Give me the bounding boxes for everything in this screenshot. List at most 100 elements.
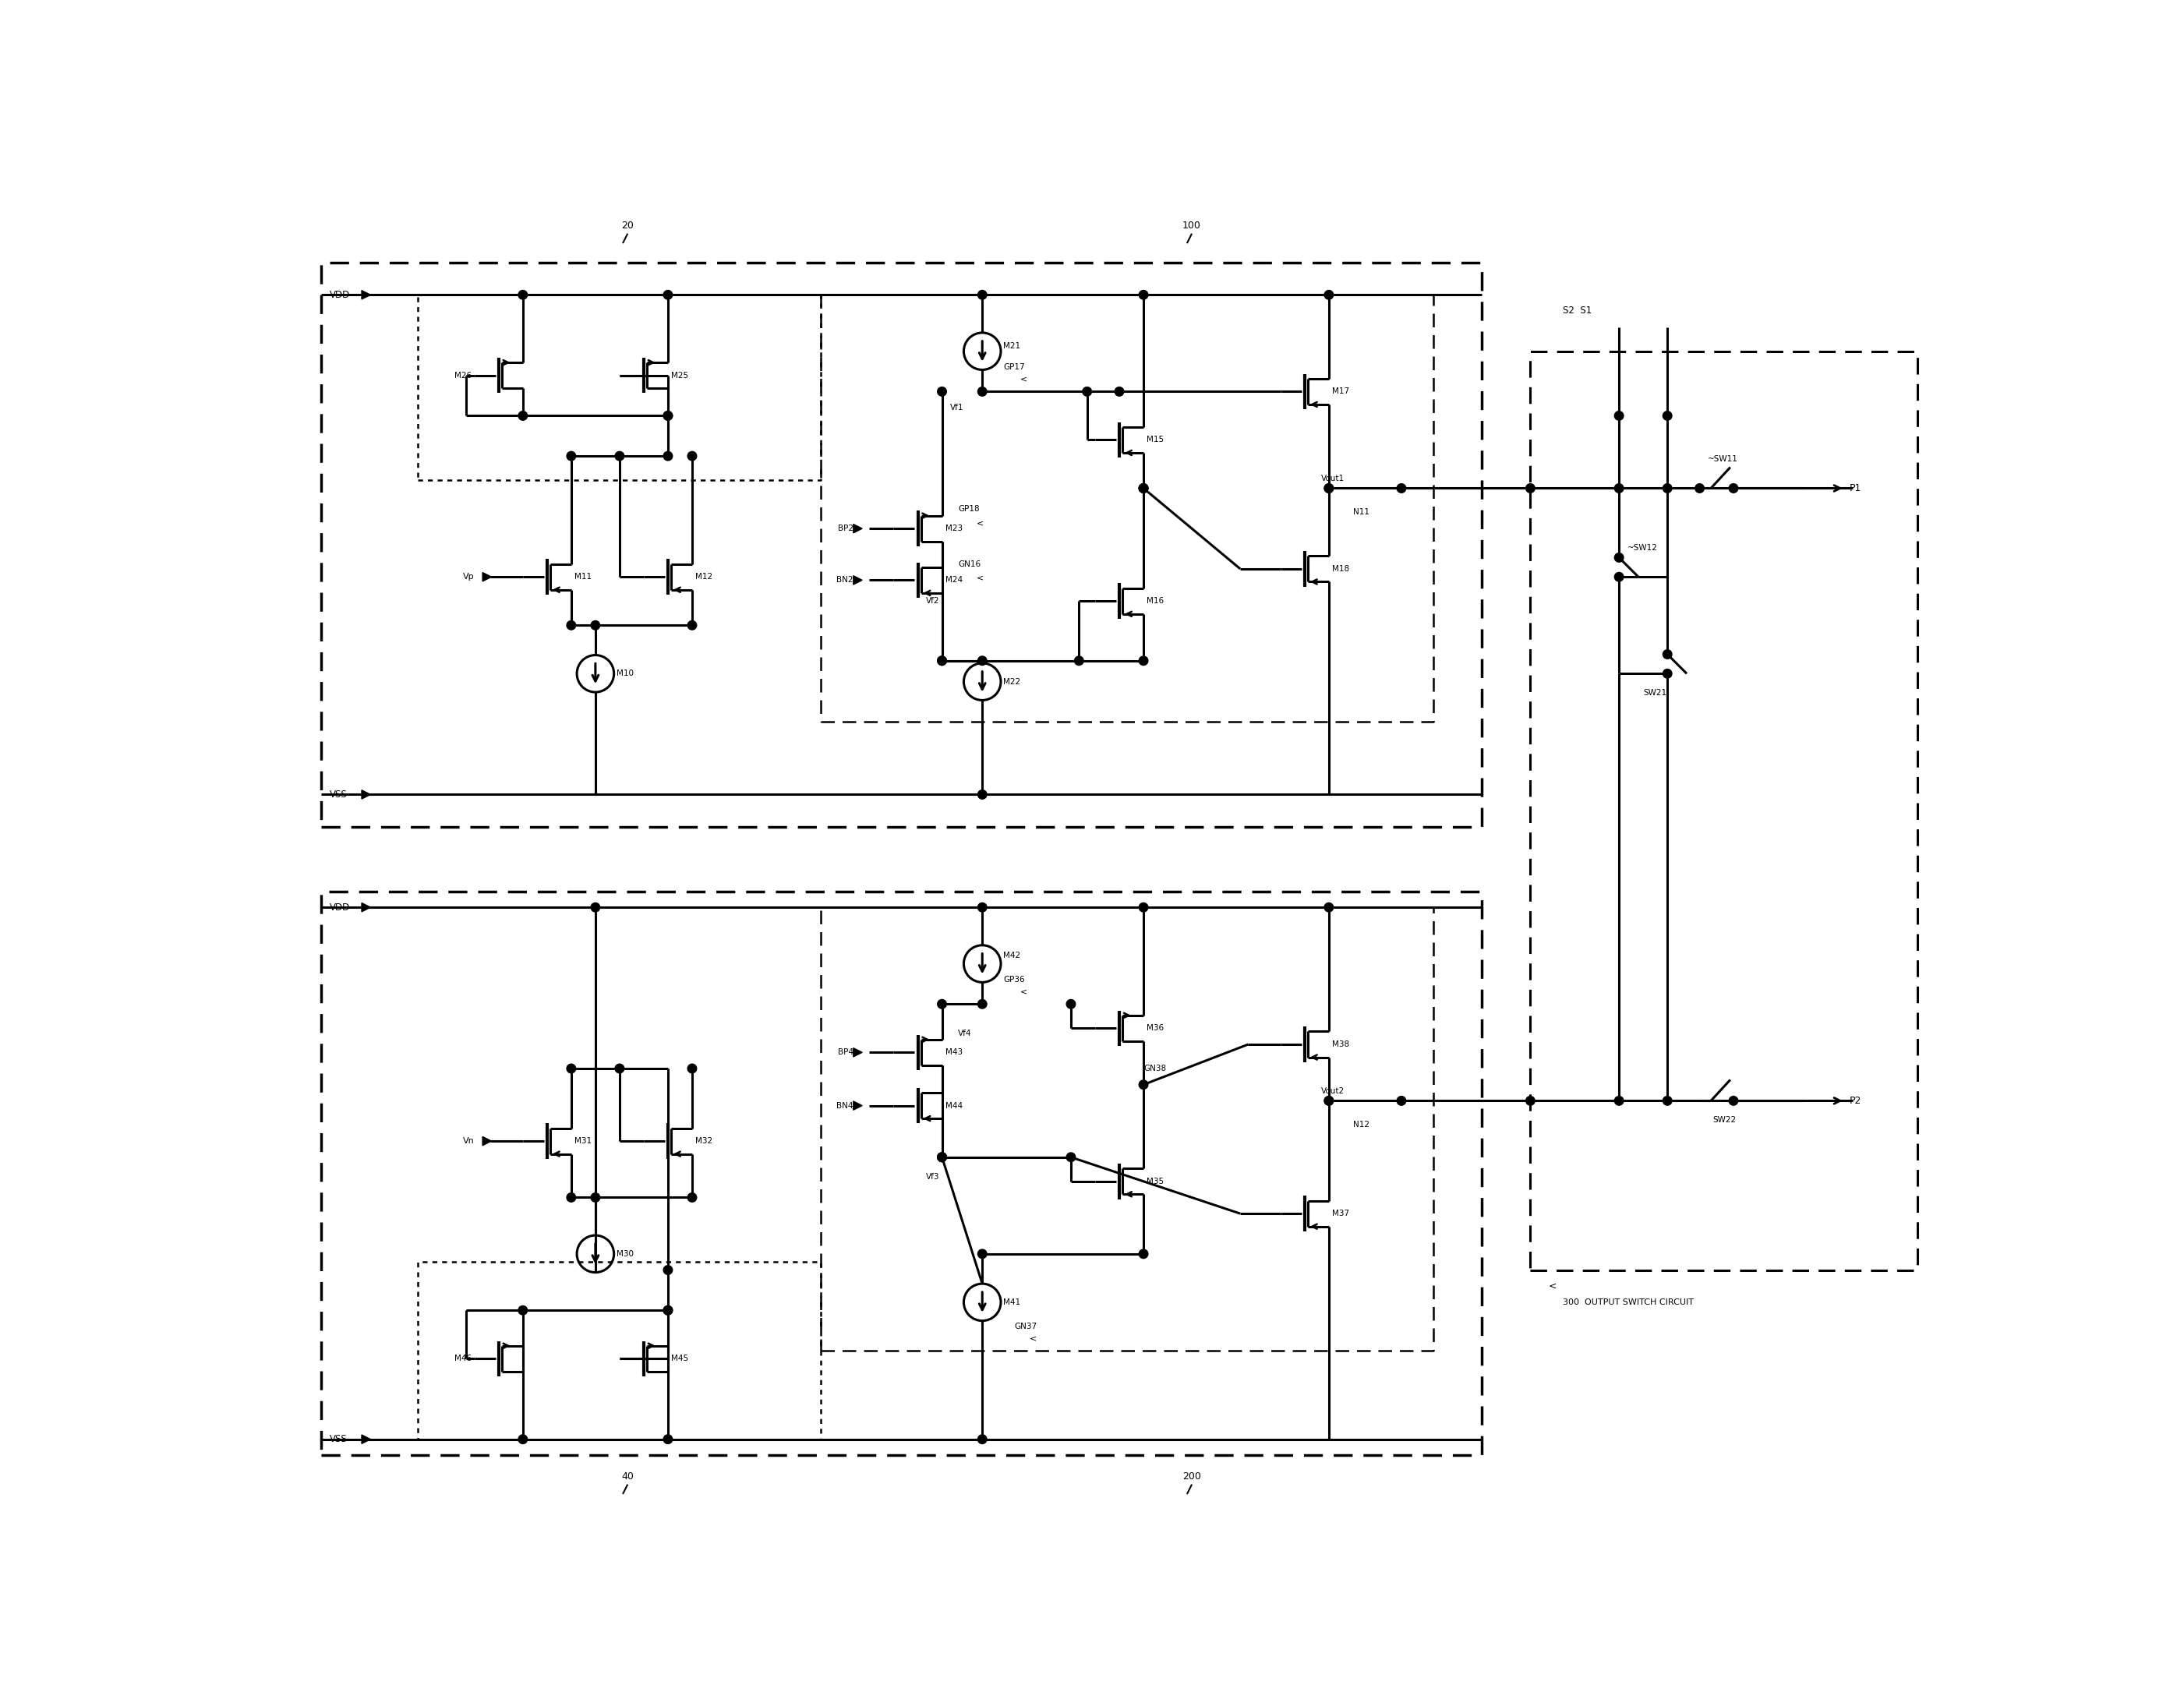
Text: Vp: Vp [463, 573, 474, 581]
Text: M18: M18 [1332, 564, 1350, 573]
Text: M37: M37 [1332, 1210, 1350, 1218]
Circle shape [1324, 1097, 1334, 1105]
Text: $\mathsf{<}$: $\mathsf{<}$ [974, 575, 983, 583]
Text: M10: M10 [616, 669, 633, 677]
Text: $\mathsf{<}$: $\mathsf{<}$ [1026, 1336, 1037, 1343]
Circle shape [1324, 1097, 1334, 1105]
Text: BP4: BP4 [839, 1048, 854, 1056]
Text: VDD: VDD [330, 901, 349, 912]
Circle shape [566, 1193, 577, 1201]
Polygon shape [854, 524, 863, 532]
Circle shape [1140, 903, 1149, 912]
Circle shape [518, 411, 526, 420]
Circle shape [518, 1434, 526, 1444]
Circle shape [1140, 1080, 1149, 1089]
Circle shape [616, 452, 625, 460]
Text: M35: M35 [1147, 1178, 1164, 1185]
Text: GP17: GP17 [1002, 364, 1024, 371]
Text: SW21: SW21 [1642, 689, 1666, 698]
Circle shape [664, 1306, 673, 1314]
Circle shape [664, 411, 673, 420]
Circle shape [1140, 484, 1149, 492]
Text: M24: M24 [946, 576, 963, 585]
Text: SW22: SW22 [1712, 1115, 1736, 1124]
Text: Vout1: Vout1 [1321, 475, 1345, 482]
Circle shape [978, 999, 987, 1009]
Circle shape [518, 290, 526, 300]
Text: $\mathsf{<}$: $\mathsf{<}$ [974, 519, 983, 527]
Text: M16: M16 [1147, 596, 1164, 605]
Circle shape [1324, 484, 1334, 492]
Text: 20: 20 [622, 221, 633, 231]
Circle shape [1398, 1097, 1406, 1105]
Circle shape [978, 1434, 987, 1444]
Text: ~SW12: ~SW12 [1627, 544, 1658, 551]
Circle shape [566, 452, 577, 460]
Text: M43: M43 [946, 1048, 963, 1056]
Text: VSS: VSS [330, 1434, 347, 1444]
Circle shape [937, 388, 946, 396]
Text: M21: M21 [1002, 342, 1020, 350]
Text: M11: M11 [574, 573, 592, 581]
Circle shape [664, 452, 673, 460]
Circle shape [664, 1306, 673, 1314]
Circle shape [518, 1306, 526, 1314]
Text: M44: M44 [946, 1102, 963, 1109]
Circle shape [1140, 484, 1149, 492]
Polygon shape [854, 576, 863, 585]
Circle shape [937, 655, 946, 666]
Text: Vf2: Vf2 [926, 596, 939, 605]
Text: 40: 40 [622, 1471, 633, 1481]
Text: Vf1: Vf1 [950, 404, 963, 411]
Circle shape [1324, 484, 1334, 492]
Circle shape [1662, 411, 1673, 420]
Circle shape [1140, 1249, 1149, 1259]
Text: M36: M36 [1147, 1024, 1164, 1033]
Text: 300  OUTPUT SWITCH CIRCUIT: 300 OUTPUT SWITCH CIRCUIT [1562, 1299, 1693, 1306]
Circle shape [1140, 484, 1149, 492]
Text: GN38: GN38 [1144, 1065, 1166, 1072]
Text: Vf4: Vf4 [959, 1030, 972, 1036]
Text: M15: M15 [1147, 436, 1164, 443]
Text: M42: M42 [1002, 952, 1020, 959]
Polygon shape [854, 1048, 863, 1056]
Text: S2  S1: S2 S1 [1562, 307, 1592, 317]
Circle shape [937, 655, 946, 666]
Circle shape [1614, 411, 1623, 420]
Circle shape [688, 620, 697, 630]
Polygon shape [483, 573, 491, 581]
Circle shape [1066, 1153, 1075, 1161]
Circle shape [1527, 484, 1535, 492]
Circle shape [566, 1063, 577, 1073]
Circle shape [1614, 484, 1623, 492]
Circle shape [688, 1063, 697, 1073]
Circle shape [1140, 655, 1149, 666]
Text: M32: M32 [695, 1137, 712, 1144]
Circle shape [592, 1193, 601, 1201]
Circle shape [664, 411, 673, 420]
Circle shape [592, 903, 601, 912]
Circle shape [978, 1249, 987, 1259]
Polygon shape [363, 1436, 371, 1444]
Circle shape [978, 655, 987, 666]
Circle shape [1614, 573, 1623, 581]
Polygon shape [363, 290, 371, 300]
Text: M46: M46 [454, 1355, 472, 1363]
Text: M25: M25 [670, 371, 688, 379]
Text: M17: M17 [1332, 388, 1350, 396]
Circle shape [688, 1193, 697, 1201]
Circle shape [1730, 1097, 1738, 1105]
Circle shape [688, 452, 697, 460]
Text: M41: M41 [1002, 1299, 1020, 1306]
Circle shape [1066, 999, 1075, 1009]
Text: 100: 100 [1182, 221, 1201, 231]
Text: M26: M26 [454, 371, 472, 379]
Text: GP36: GP36 [1002, 976, 1024, 984]
Text: M38: M38 [1332, 1040, 1350, 1048]
Circle shape [937, 1153, 946, 1161]
Text: GN37: GN37 [1016, 1323, 1037, 1331]
Circle shape [1114, 388, 1125, 396]
Text: P1: P1 [1850, 484, 1861, 494]
Circle shape [978, 903, 987, 912]
Text: M23: M23 [946, 524, 963, 532]
